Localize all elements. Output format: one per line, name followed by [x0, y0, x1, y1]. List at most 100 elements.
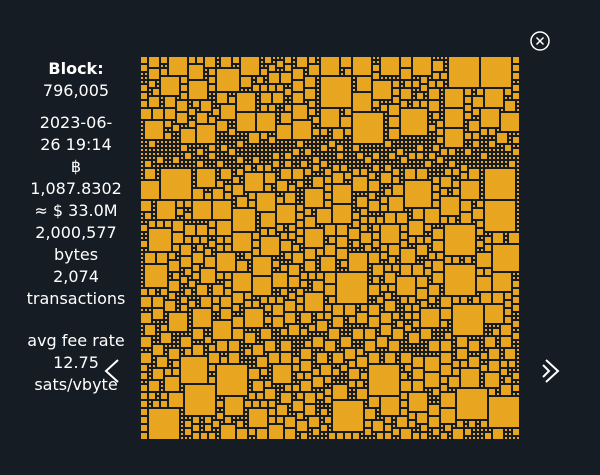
transaction-square[interactable] — [212, 100, 215, 103]
transaction-square[interactable] — [448, 320, 451, 323]
transaction-square[interactable] — [256, 428, 267, 439]
transaction-square[interactable] — [316, 272, 323, 279]
transaction-square[interactable] — [440, 428, 443, 431]
transaction-square[interactable] — [168, 276, 171, 279]
transaction-square[interactable] — [228, 140, 231, 143]
transaction-square[interactable] — [360, 164, 363, 167]
transaction-square[interactable] — [436, 336, 439, 339]
transaction-square[interactable] — [268, 376, 271, 379]
transaction-square[interactable] — [488, 332, 491, 335]
transaction-square[interactable] — [408, 164, 411, 167]
transaction-square[interactable] — [352, 328, 363, 339]
transaction-square[interactable] — [172, 156, 179, 163]
transaction-square[interactable] — [512, 304, 519, 311]
transaction-square[interactable] — [440, 96, 443, 99]
transaction-square[interactable] — [228, 180, 231, 183]
transaction-square[interactable] — [260, 304, 263, 307]
transaction-square[interactable] — [428, 404, 439, 415]
transaction-square[interactable] — [312, 144, 315, 147]
transaction-square[interactable] — [352, 248, 355, 251]
transaction-square[interactable] — [284, 252, 291, 259]
transaction-square[interactable] — [252, 76, 255, 79]
transaction-square[interactable] — [516, 104, 519, 107]
transaction-square[interactable] — [180, 352, 183, 355]
transaction-square[interactable] — [172, 272, 179, 279]
transaction-square[interactable] — [436, 128, 443, 135]
transaction-square[interactable] — [472, 436, 475, 439]
transaction-square[interactable] — [316, 112, 319, 115]
transaction-square[interactable] — [208, 352, 219, 363]
transaction-square[interactable] — [292, 56, 295, 59]
transaction-square[interactable] — [364, 152, 367, 155]
transaction-square[interactable] — [180, 76, 187, 83]
transaction-square[interactable] — [424, 348, 427, 351]
transaction-square[interactable] — [444, 60, 447, 63]
transaction-square[interactable] — [500, 148, 503, 151]
transaction-square[interactable] — [384, 116, 387, 119]
transaction-square[interactable] — [380, 204, 387, 211]
transaction-square[interactable] — [504, 436, 507, 439]
transaction-square[interactable] — [304, 372, 311, 379]
transaction-square[interactable] — [380, 416, 383, 419]
transaction-square[interactable] — [476, 436, 479, 439]
transaction-square[interactable] — [208, 112, 211, 115]
transaction-square[interactable] — [324, 416, 331, 423]
transaction-square[interactable] — [296, 180, 303, 187]
transaction-square[interactable] — [384, 264, 391, 271]
transaction-square[interactable] — [360, 372, 367, 379]
transaction-square[interactable] — [512, 280, 519, 287]
transaction-square[interactable] — [316, 264, 319, 267]
transaction-square[interactable] — [188, 276, 191, 279]
transaction-square[interactable] — [384, 292, 391, 299]
transaction-square[interactable] — [280, 336, 283, 339]
transaction-square[interactable] — [336, 380, 339, 383]
transaction-square[interactable] — [324, 332, 327, 335]
transaction-square[interactable] — [380, 244, 387, 251]
transaction-square[interactable] — [192, 220, 195, 223]
transaction-square[interactable] — [476, 240, 483, 247]
transaction-square[interactable] — [400, 84, 403, 87]
transaction-square[interactable] — [472, 296, 479, 303]
transaction-square[interactable] — [260, 152, 263, 155]
transaction-square[interactable] — [376, 196, 379, 199]
transaction-square[interactable] — [320, 420, 323, 423]
transaction-square[interactable] — [276, 84, 283, 91]
transaction-square[interactable] — [516, 392, 519, 395]
transaction-square[interactable] — [432, 120, 435, 123]
transaction-square[interactable] — [244, 172, 263, 191]
transaction-square[interactable] — [516, 272, 519, 275]
transaction-square[interactable] — [248, 408, 267, 427]
transaction-square[interactable] — [188, 312, 191, 315]
transaction-square[interactable] — [180, 92, 187, 99]
transaction-square[interactable] — [300, 328, 307, 335]
transaction-square[interactable] — [256, 332, 259, 335]
transaction-square[interactable] — [460, 172, 467, 179]
transaction-square[interactable] — [500, 356, 503, 359]
transaction-square[interactable] — [468, 144, 471, 147]
transaction-square[interactable] — [356, 192, 359, 195]
transaction-square[interactable] — [176, 256, 179, 259]
transaction-square[interactable] — [140, 332, 143, 335]
transaction-square[interactable] — [152, 156, 155, 159]
transaction-square[interactable] — [148, 368, 151, 371]
transaction-square[interactable] — [376, 144, 379, 147]
transaction-square[interactable] — [292, 344, 295, 347]
transaction-square[interactable] — [328, 160, 331, 163]
transaction-square[interactable] — [288, 412, 291, 415]
transaction-square[interactable] — [160, 140, 163, 143]
transaction-square[interactable] — [340, 336, 351, 347]
transaction-square[interactable] — [312, 212, 315, 215]
transaction-square[interactable] — [224, 236, 231, 243]
transaction-square[interactable] — [376, 216, 383, 223]
transaction-square[interactable] — [312, 428, 319, 435]
transaction-square[interactable] — [336, 152, 343, 159]
transaction-square[interactable] — [180, 292, 183, 295]
transaction-square[interactable] — [204, 244, 207, 247]
transaction-square[interactable] — [268, 104, 275, 111]
transaction-square[interactable] — [140, 180, 159, 199]
transaction-square[interactable] — [488, 348, 499, 359]
transaction-square[interactable] — [412, 96, 415, 99]
transaction-square[interactable] — [360, 304, 367, 311]
transaction-square[interactable] — [480, 144, 483, 147]
transaction-square[interactable] — [160, 56, 167, 63]
